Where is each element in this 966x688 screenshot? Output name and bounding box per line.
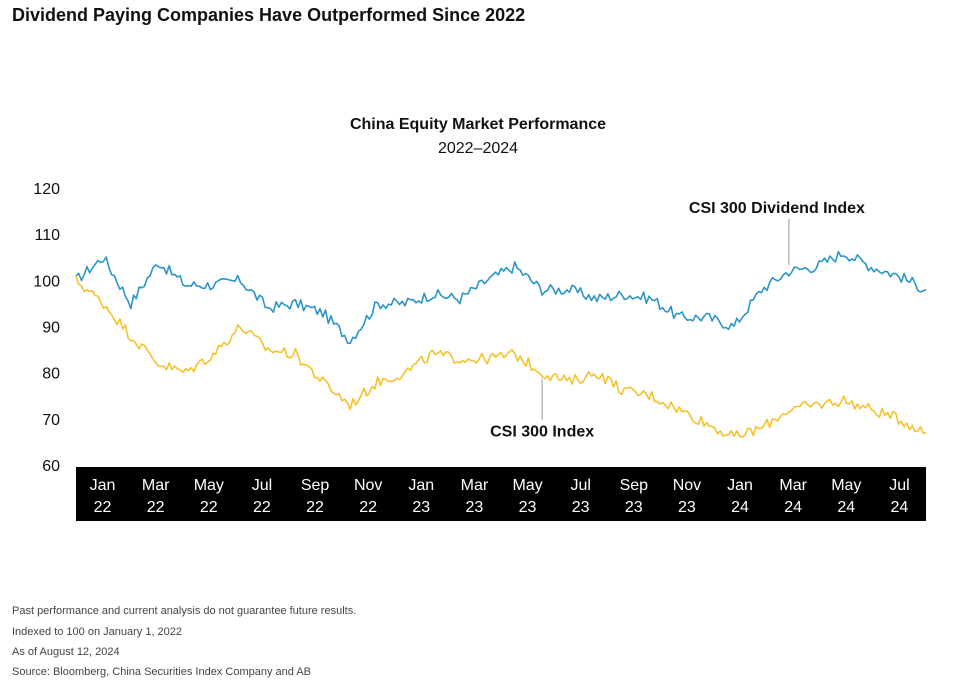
x-tick-year: 23 — [678, 499, 696, 516]
x-tick-year: 24 — [784, 499, 802, 516]
x-tick-month: Jul — [252, 477, 272, 494]
x-tick-year: 23 — [412, 499, 430, 516]
footnote-source: Source: Bloomberg, China Securities Inde… — [12, 666, 311, 678]
x-tick-month: Jul — [889, 477, 909, 494]
x-tick-year: 23 — [572, 499, 590, 516]
chart-subtitle: 2022–2024 — [437, 140, 519, 157]
x-axis: Jan 22 Mar 22 May 22 Jul 22 Sep 22 Nov 22 Jan 23 Mar 23… — [76, 467, 926, 521]
series-lines — [75, 250, 927, 438]
x-tick-month: Jan — [90, 477, 116, 494]
x-tick-month: Nov — [673, 477, 701, 494]
x-tick-month: Jul — [570, 477, 590, 494]
x-tick-year: 23 — [466, 499, 484, 516]
x-tick-year: 22 — [359, 499, 377, 516]
annotation-label: CSI 300 Dividend Index — [689, 200, 865, 217]
x-tick-month: May — [512, 477, 542, 494]
footnote-disclaimer: Past performance and current analysis do… — [12, 605, 357, 617]
x-tick-month: Jan — [727, 477, 753, 494]
annotation-label: CSI 300 Index — [490, 424, 594, 441]
x-tick-year: 24 — [731, 499, 749, 516]
x-tick-month: Mar — [779, 477, 807, 494]
footnote-as-of: As of August 12, 2024 — [12, 646, 120, 658]
x-tick-year: 24 — [837, 499, 855, 516]
x-tick-month: Mar — [142, 477, 170, 494]
x-tick-month: May — [194, 477, 224, 494]
x-tick-month: Nov — [354, 477, 382, 494]
x-tick-year: 23 — [519, 499, 537, 516]
y-tick-label: 100 — [33, 273, 60, 290]
y-axis: 120 110 100 90 80 70 60 — [33, 181, 60, 475]
x-tick-year: 22 — [94, 499, 112, 516]
x-tick-month: Jan — [408, 477, 434, 494]
x-tick-month: Sep — [301, 477, 330, 494]
x-tick-month: Mar — [461, 477, 489, 494]
y-tick-label: 80 — [42, 366, 60, 383]
series-line-dividend — [75, 250, 927, 345]
x-axis-band — [76, 467, 926, 521]
footnote-index-base: Indexed to 100 on January 1, 2022 — [12, 626, 183, 638]
x-tick-year: 23 — [625, 499, 643, 516]
y-tick-label: 70 — [42, 412, 60, 429]
y-tick-label: 90 — [42, 320, 60, 337]
series-line-csi300 — [75, 275, 927, 438]
y-tick-label: 110 — [34, 227, 60, 244]
x-tick-month: May — [831, 477, 861, 494]
y-tick-label: 60 — [42, 458, 60, 475]
y-tick-label: 120 — [33, 181, 60, 198]
x-tick-year: 22 — [253, 499, 271, 516]
x-tick-year: 22 — [147, 499, 165, 516]
x-tick-month: Sep — [620, 477, 649, 494]
annotations: CSI 300 Dividend Index CSI 300 Index — [490, 200, 865, 441]
chart-title: China Equity Market Performance — [349, 116, 607, 133]
x-tick-year: 24 — [891, 499, 909, 516]
page-title: Dividend Paying Companies Have Outperfor… — [12, 5, 526, 25]
chart-plot: 120 110 100 90 80 70 60 Jan 22 Mar 22 May 22 Jul 22 Se… — [33, 181, 927, 521]
x-tick-year: 22 — [306, 499, 324, 516]
x-tick-year: 22 — [200, 499, 218, 516]
